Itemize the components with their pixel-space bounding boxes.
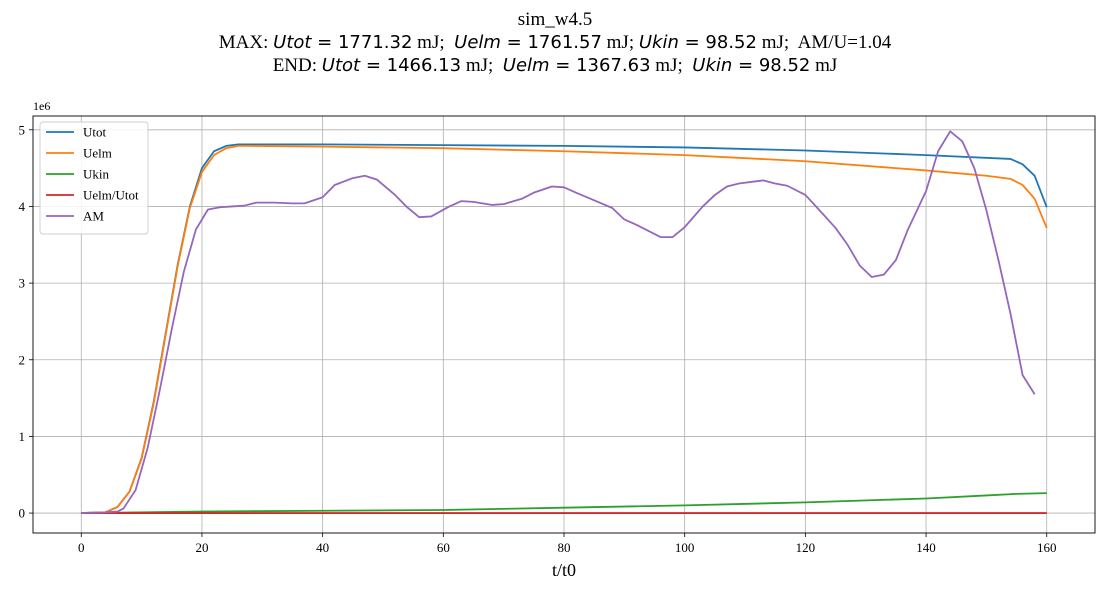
- x-axis-label: t/t0: [552, 560, 576, 580]
- max-uelm-unit: mJ: [606, 32, 629, 53]
- grid: [33, 116, 1095, 533]
- x-tick-label: 40: [316, 540, 329, 555]
- y-tick-label: 2: [19, 352, 26, 367]
- x-tick-label: 120: [796, 540, 816, 555]
- end-utot-value: 1466.13: [386, 55, 462, 76]
- max-utot-unit: mJ: [417, 32, 440, 53]
- title-max-line: MAX: Utot = 1771.32 mJ; Uelm = 1761.57 m…: [218, 32, 892, 53]
- x-tick-label: 20: [195, 540, 208, 555]
- end-uelm-label: Uelm: [502, 55, 550, 76]
- y-tick-label: 5: [19, 122, 26, 137]
- max-ukin-value: 98.52: [705, 32, 757, 53]
- x-tick-label: 160: [1037, 540, 1057, 555]
- max-uelm-value: 1761.57: [527, 32, 602, 53]
- max-utot-label: Utot: [273, 32, 312, 53]
- y-tick-label: 3: [19, 276, 26, 291]
- end-ukin-label: Ukin: [692, 55, 733, 76]
- y-tick-label: 4: [19, 199, 26, 214]
- legend-label: Utot: [83, 125, 107, 140]
- max-ukin-unit: mJ: [761, 32, 784, 53]
- end-ukin-value: 98.52: [758, 55, 811, 76]
- am-ratio: AM/U=1.04: [797, 32, 892, 53]
- end-utot-unit: mJ: [465, 55, 488, 76]
- axis-ticks: 0 20 40 60 80 100 120 140 160 0 1 2 3 4 5: [19, 122, 1057, 555]
- max-prefix: MAX:: [218, 32, 274, 53]
- y-tick-label: 0: [19, 506, 26, 521]
- series-line-ukin: [81, 492, 1047, 514]
- legend: Utot Uelm Ukin Uelm/Utot AM: [39, 121, 149, 235]
- x-tick-label: 80: [558, 540, 571, 555]
- y-tick-label: 1: [19, 429, 26, 444]
- chart-title-block: sim_w4.5 MAX: Utot = 1771.32 mJ; Uelm = …: [0, 8, 1110, 77]
- x-tick-label: 100: [675, 540, 695, 555]
- end-prefix: END:: [272, 55, 322, 76]
- max-uelm-label: Uelm: [454, 32, 501, 53]
- max-ukin-label: Ukin: [638, 32, 679, 53]
- max-utot-value: 1771.32: [337, 32, 413, 53]
- x-tick-label: 60: [437, 540, 450, 555]
- end-ukin-unit: mJ: [815, 55, 838, 76]
- series-line-uelm: [81, 144, 1048, 514]
- series-lines: [81, 130, 1048, 514]
- series-line-am: [81, 130, 1036, 514]
- end-uelm-unit: mJ: [655, 55, 678, 76]
- legend-label: AM: [83, 209, 104, 224]
- chart-title: sim_w4.5: [517, 9, 593, 30]
- legend-label: Uelm/Utot: [83, 188, 139, 203]
- legend-label: Ukin: [83, 167, 110, 182]
- legend-box: [39, 121, 149, 235]
- end-uelm-value: 1367.63: [576, 55, 651, 76]
- title-end-line: END: Utot = 1466.13 mJ; Uelm = 1367.63 m…: [272, 55, 838, 76]
- end-utot-label: Utot: [321, 55, 361, 76]
- y-offset-label: 1e6: [33, 99, 50, 113]
- legend-label: Uelm: [83, 146, 112, 161]
- x-tick-label: 140: [916, 540, 936, 555]
- x-tick-label: 0: [78, 540, 85, 555]
